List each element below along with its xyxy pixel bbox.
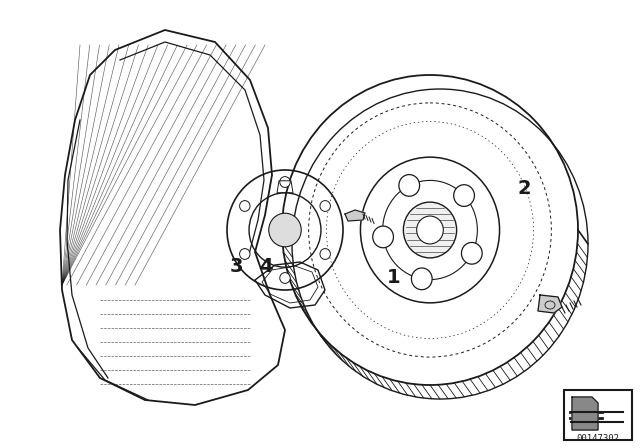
Ellipse shape	[320, 249, 330, 259]
Ellipse shape	[417, 216, 444, 244]
Polygon shape	[345, 210, 365, 221]
Ellipse shape	[403, 202, 457, 258]
Text: 4: 4	[259, 257, 273, 276]
Ellipse shape	[412, 268, 432, 290]
Ellipse shape	[320, 201, 330, 211]
Ellipse shape	[399, 175, 420, 196]
Ellipse shape	[372, 226, 394, 248]
Text: 3: 3	[230, 257, 244, 276]
Ellipse shape	[280, 272, 290, 284]
Ellipse shape	[269, 213, 301, 247]
Polygon shape	[538, 295, 562, 313]
Polygon shape	[572, 397, 598, 430]
Text: 00147302: 00147302	[577, 434, 620, 443]
Ellipse shape	[461, 242, 482, 264]
Text: 2: 2	[518, 179, 532, 198]
Text: 1: 1	[387, 268, 401, 287]
Ellipse shape	[454, 185, 474, 207]
Ellipse shape	[239, 249, 250, 259]
Ellipse shape	[239, 201, 250, 211]
Ellipse shape	[280, 177, 290, 187]
Bar	[564, 390, 632, 440]
